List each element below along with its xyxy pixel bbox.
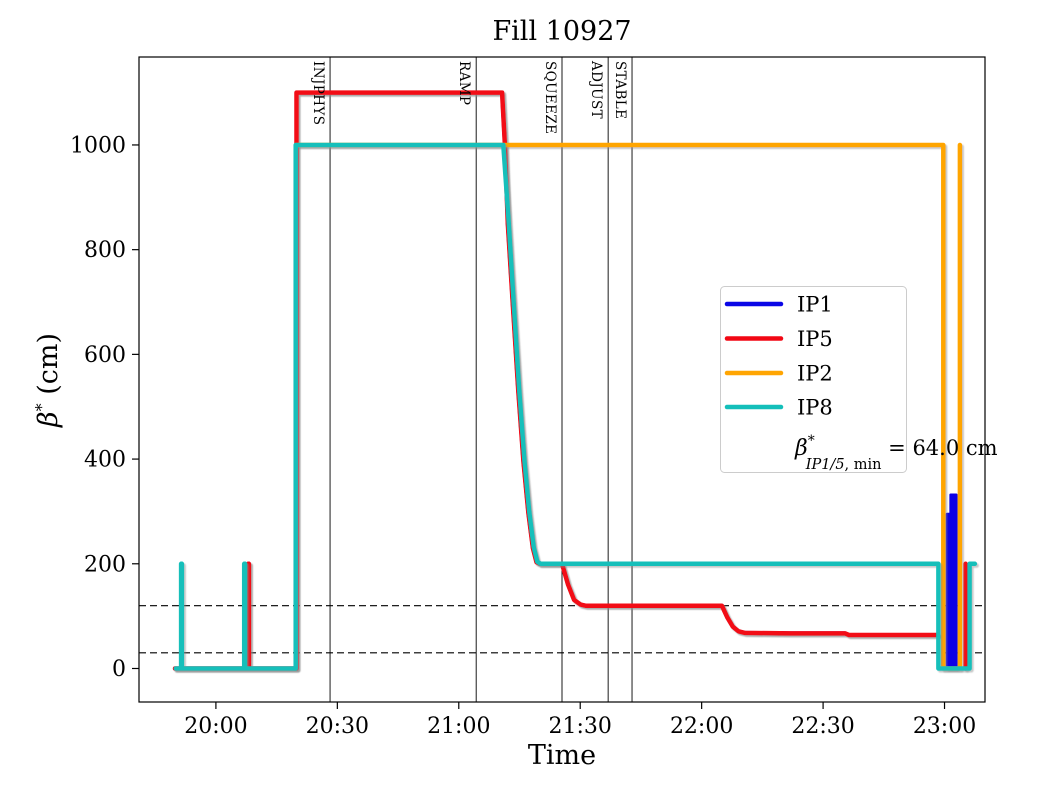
y-tick-label: 400 — [84, 448, 126, 473]
x-tick-label: 20:00 — [184, 714, 247, 739]
y-tick-label: 600 — [84, 343, 126, 368]
beam-mode-label-stable: STABLE — [612, 61, 628, 119]
series-IP1-spike — [945, 493, 958, 670]
legend-label-IP2: IP2 — [797, 362, 833, 386]
series-IP8 — [173, 142, 978, 671]
legend-box — [720, 286, 907, 473]
beta-star-superscript: * — [32, 403, 51, 412]
legend-label-IP8: IP8 — [797, 396, 833, 420]
beam-mode-label-ramp: RAMP — [456, 61, 472, 105]
y-tick-label: 0 — [112, 657, 126, 682]
series-IP8-path — [173, 142, 978, 671]
y-tick-label: 1000 — [70, 133, 126, 158]
x-tick-label: 21:30 — [549, 714, 612, 739]
legend-annotation-beta-min: β* IP1/5, min = 64.0 cm — [794, 433, 998, 473]
chart-title: Fill 10927 — [492, 16, 632, 47]
x-tick-label: 21:00 — [427, 714, 490, 739]
beam-mode-label-adjust: ADJUST — [588, 60, 604, 119]
y-axis-unit: (cm) — [33, 333, 64, 404]
x-axis-label: Time — [527, 740, 597, 771]
y-tick-label: 200 — [84, 552, 126, 577]
beta-symbol: β — [33, 411, 64, 427]
x-tick-label: 23:00 — [913, 714, 976, 739]
x-tick-label: 20:30 — [306, 714, 369, 739]
y-tick-label: 800 — [84, 238, 126, 263]
y-axis-label: β* (cm) — [32, 333, 64, 427]
legend-label-IP5: IP5 — [797, 327, 833, 351]
x-tick-label: 22:30 — [791, 714, 854, 739]
legend-label-IP1: IP1 — [797, 293, 833, 317]
axes-spines — [138, 56, 986, 703]
x-tick-label: 22:00 — [670, 714, 733, 739]
beam-mode-label-squeeze: SQUEEZE — [542, 61, 558, 134]
beam-mode-label-injphys: INJPHYS — [310, 61, 326, 125]
